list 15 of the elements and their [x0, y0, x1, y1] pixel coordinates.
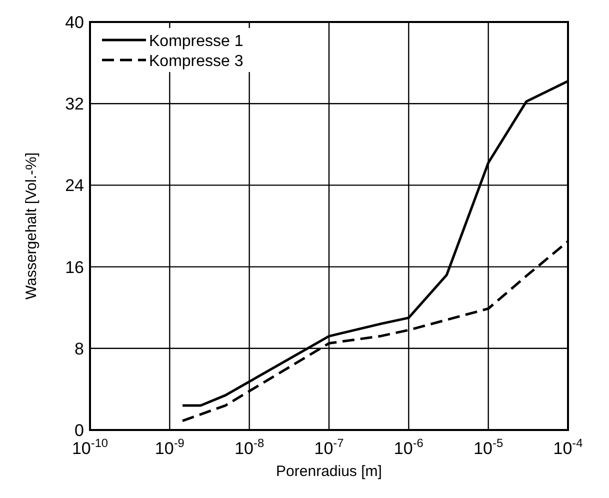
y-tick-label: 16: [65, 258, 84, 277]
y-axis-title: Wassergehalt [Vol.-%]: [23, 152, 40, 300]
x-tick-label: 10$^{-5}$: [474, 436, 504, 458]
x-axis-title: Porenradius [m]: [276, 463, 382, 480]
x-tick-label: 10$^{-7}$: [314, 436, 344, 458]
y-tick-label: 8: [74, 339, 84, 358]
x-tick-label: 10$^{-8}$: [234, 436, 264, 458]
x-tick-label: 10$^{-4}$: [553, 436, 584, 458]
y-tick-label: 24: [65, 176, 84, 196]
x-tick-label: 10$^{-6}$: [394, 436, 424, 458]
y-tick-label: 32: [65, 94, 84, 114]
legend-label: Kompresse 1: [149, 33, 244, 50]
x-tick-label: 10$^{-9}$: [154, 436, 185, 458]
y-tick-label: 40: [65, 13, 84, 32]
legend-label: Kompresse 3: [149, 53, 244, 70]
